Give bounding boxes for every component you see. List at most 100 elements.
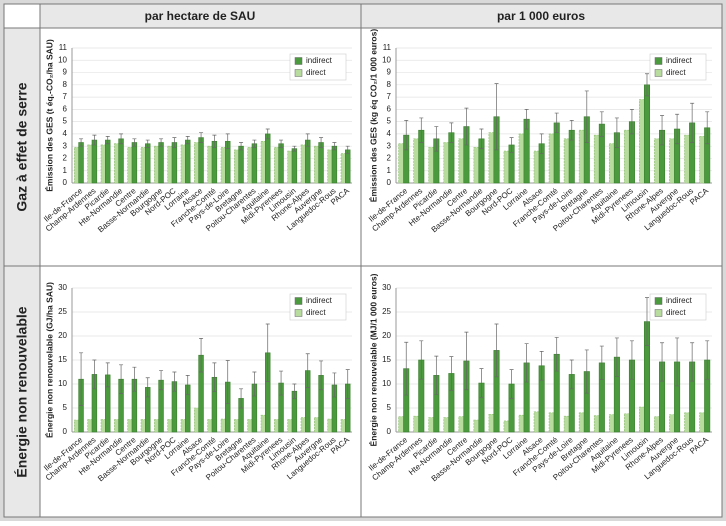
error-bar	[265, 323, 270, 382]
y-tick-label: 5	[63, 403, 68, 412]
y-axis-label: Énergie non renouvelable (MJ/1 000 euros…	[368, 273, 378, 446]
y-tick-label: 6	[63, 104, 68, 113]
bar	[624, 413, 631, 433]
bar	[100, 144, 107, 184]
error-bar	[132, 138, 137, 147]
error-bar	[494, 83, 499, 151]
bar	[503, 420, 510, 433]
error-bar	[239, 142, 244, 151]
bar	[265, 133, 271, 184]
y-tick-label: 4	[63, 129, 68, 138]
y-tick-label: 10	[58, 379, 67, 388]
error-bar	[494, 323, 499, 378]
y-tick-label: 15	[382, 355, 391, 364]
bar	[654, 416, 661, 433]
y-tick-label: 4	[387, 129, 392, 138]
bar	[274, 419, 280, 433]
error-bar	[584, 349, 589, 394]
bar	[639, 99, 646, 184]
error-bar	[675, 113, 680, 145]
y-tick-label: 5	[387, 403, 392, 412]
error-bar	[292, 145, 297, 152]
y-axis-label: Émission des GES (t éq.-CO₂/ha SAU)	[44, 39, 54, 192]
error-bar	[705, 111, 710, 145]
bar	[398, 416, 405, 433]
y-tick-label: 9	[63, 68, 68, 77]
y-tick-label: 3	[387, 141, 392, 150]
error-bar	[292, 383, 297, 399]
bar	[167, 145, 173, 184]
y-axis-label: Émission des GES (kg éq CO₂/1 000 euros)	[368, 29, 378, 203]
error-bar	[305, 353, 310, 388]
error-bar	[524, 109, 529, 130]
bar	[154, 419, 160, 433]
bar	[548, 412, 555, 433]
error-bar	[105, 362, 110, 388]
error-bar	[119, 133, 124, 145]
error-bar	[212, 362, 217, 393]
error-bar	[279, 139, 284, 148]
error-bar	[119, 364, 124, 394]
error-bar	[172, 137, 177, 148]
error-bar	[464, 107, 469, 146]
row-header: Gaz à effet de serre	[14, 82, 30, 211]
y-tick-label: 30	[382, 283, 391, 292]
bar	[518, 414, 525, 433]
bar	[131, 142, 138, 184]
error-bar	[614, 337, 619, 377]
y-tick-label: 1	[387, 166, 392, 175]
bar	[669, 414, 676, 433]
error-bar	[434, 126, 439, 152]
bar	[608, 414, 615, 433]
bar	[91, 139, 98, 184]
y-tick-label: 25	[382, 307, 391, 316]
error-bar	[614, 117, 619, 148]
bar	[503, 150, 510, 184]
bar	[413, 415, 420, 433]
bar	[488, 132, 495, 184]
legend-swatch	[654, 69, 663, 77]
error-bar	[332, 372, 337, 398]
bar	[318, 142, 324, 184]
bar	[578, 129, 585, 184]
y-tick-label: 3	[63, 141, 68, 150]
error-bar	[404, 120, 409, 151]
bar	[518, 133, 525, 184]
bar	[533, 411, 540, 433]
error-bar	[599, 345, 604, 381]
bar	[699, 412, 706, 433]
y-tick-label: 10	[382, 55, 391, 64]
legend-label: direct	[666, 308, 686, 317]
error-bar	[449, 356, 454, 391]
legend-label: indirect	[666, 296, 693, 305]
error-bar	[539, 133, 544, 154]
error-bar	[584, 90, 589, 143]
y-tick-label: 6	[387, 104, 392, 113]
bar	[413, 138, 420, 184]
error-bar	[92, 359, 97, 390]
bar	[428, 147, 435, 184]
bar	[78, 142, 84, 184]
error-bar	[419, 340, 424, 380]
bar	[458, 138, 465, 184]
bar	[287, 150, 293, 184]
error-bar	[185, 375, 190, 395]
error-bar	[172, 371, 177, 392]
y-tick-label: 11	[59, 43, 68, 52]
error-bar	[629, 109, 634, 135]
error-bar	[225, 133, 230, 149]
error-bar	[629, 340, 634, 380]
bar	[563, 138, 570, 184]
error-bar	[305, 133, 310, 147]
bar	[428, 417, 435, 433]
legend-swatch	[294, 57, 303, 65]
error-bar	[690, 342, 695, 382]
y-tick-label: 0	[63, 427, 68, 436]
bar	[158, 142, 164, 184]
column-header-cell	[360, 3, 723, 29]
error-bar	[239, 388, 244, 409]
error-bar	[464, 331, 469, 391]
y-tick-label: 10	[382, 379, 391, 388]
bar	[639, 406, 646, 433]
